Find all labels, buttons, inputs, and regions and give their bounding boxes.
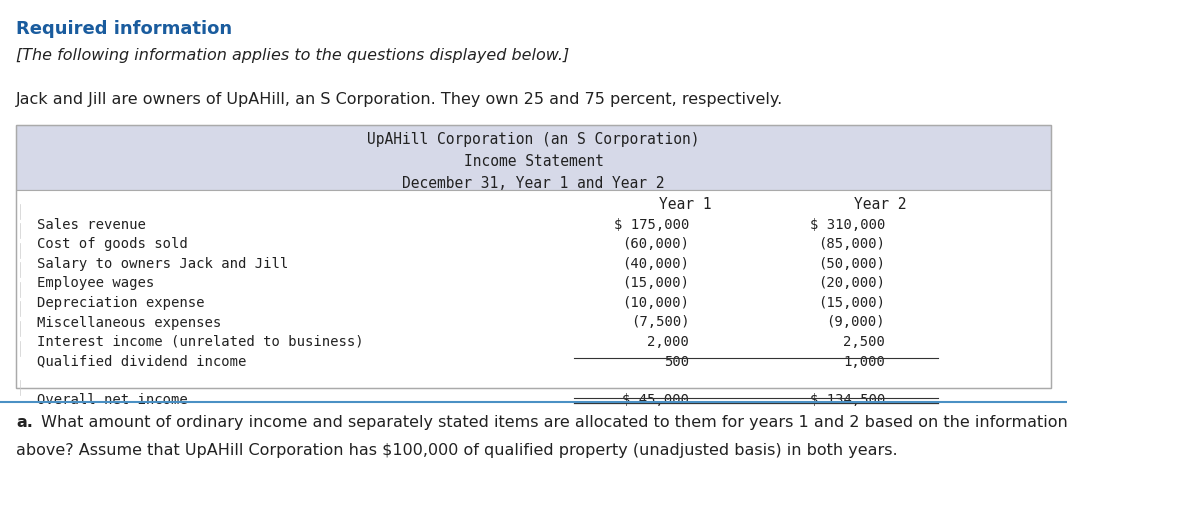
Text: Employee wages: Employee wages — [37, 277, 155, 290]
Text: Cost of goods sold: Cost of goods sold — [37, 237, 188, 252]
Text: above? Assume that UpAHill Corporation has $100,000 of qualified property (unadj: above? Assume that UpAHill Corporation h… — [16, 443, 898, 458]
Text: Overall net income: Overall net income — [37, 393, 188, 408]
Text: Sales revenue: Sales revenue — [37, 218, 146, 232]
Text: UpAHill Corporation (an S Corporation): UpAHill Corporation (an S Corporation) — [367, 132, 700, 147]
Text: Year 1: Year 1 — [659, 197, 712, 212]
Text: Year 2: Year 2 — [854, 197, 907, 212]
Text: (10,000): (10,000) — [623, 296, 689, 310]
Text: (7,500): (7,500) — [631, 315, 689, 330]
Text: Depreciation expense: Depreciation expense — [37, 296, 205, 310]
Text: $ 134,500: $ 134,500 — [810, 393, 884, 408]
Text: (85,000): (85,000) — [818, 237, 884, 252]
Text: 2,000: 2,000 — [647, 335, 689, 349]
Text: (20,000): (20,000) — [818, 277, 884, 290]
Text: (15,000): (15,000) — [818, 296, 884, 310]
Text: Salary to owners Jack and Jill: Salary to owners Jack and Jill — [37, 257, 289, 271]
Text: December 31, Year 1 and Year 2: December 31, Year 1 and Year 2 — [402, 176, 665, 191]
Text: (9,000): (9,000) — [827, 315, 884, 330]
Text: Qualified dividend income: Qualified dividend income — [37, 355, 247, 368]
Text: 500: 500 — [664, 355, 689, 368]
Text: (40,000): (40,000) — [623, 257, 689, 271]
Text: Jack and Jill are owners of UpAHill, an S Corporation. They own 25 and 75 percen: Jack and Jill are owners of UpAHill, an … — [16, 92, 784, 107]
Text: a.: a. — [16, 415, 32, 430]
Text: $ 175,000: $ 175,000 — [614, 218, 689, 232]
Text: 2,500: 2,500 — [844, 335, 884, 349]
Text: Interest income (unrelated to business): Interest income (unrelated to business) — [37, 335, 364, 349]
Text: $ 45,000: $ 45,000 — [623, 393, 689, 408]
Text: Income Statement: Income Statement — [463, 154, 604, 169]
Text: (50,000): (50,000) — [818, 257, 884, 271]
Text: $ 310,000: $ 310,000 — [810, 218, 884, 232]
Text: (15,000): (15,000) — [623, 277, 689, 290]
Text: [The following information applies to the questions displayed below.]: [The following information applies to th… — [16, 48, 569, 63]
Text: What amount of ordinary income and separately stated items are allocated to them: What amount of ordinary income and separ… — [36, 415, 1067, 430]
Text: 1,000: 1,000 — [844, 355, 884, 368]
FancyBboxPatch shape — [16, 125, 1051, 190]
Text: (60,000): (60,000) — [623, 237, 689, 252]
FancyBboxPatch shape — [16, 190, 1051, 388]
Text: Required information: Required information — [16, 20, 232, 38]
Text: Miscellaneous expenses: Miscellaneous expenses — [37, 315, 222, 330]
